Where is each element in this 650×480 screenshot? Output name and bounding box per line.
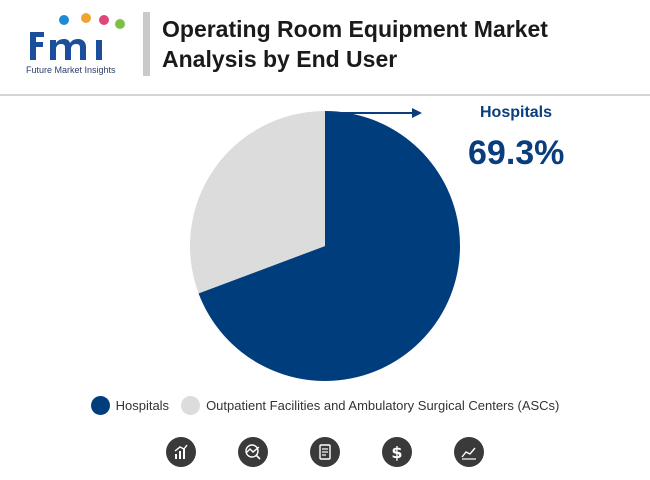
- callout-arrow: [326, 108, 422, 118]
- pie-slice-hospitals[interactable]: [198, 111, 460, 381]
- callout-value: 69.3%: [468, 134, 565, 172]
- legend-item-hospitals[interactable]: Hospitals: [90, 396, 170, 415]
- svg-text:$: $: [391, 443, 402, 461]
- pie-chart: [190, 111, 460, 381]
- bar-chart-icon[interactable]: [166, 437, 196, 467]
- line-chart-icon[interactable]: [454, 437, 484, 467]
- pie-slice-outpatient[interactable]: [190, 111, 325, 294]
- chart-title: Operating Room Equipment Market Analysis…: [162, 16, 548, 72]
- fmi-logo-mark: [30, 13, 125, 60]
- legend-label-outpatient: Outpatient Facilities and Ambulatory Sur…: [206, 398, 560, 413]
- legend: Hospitals Outpatient Facilities and Ambu…: [0, 396, 650, 415]
- globe-trend-icon[interactable]: [238, 437, 268, 467]
- pie-svg: [190, 111, 460, 381]
- header: Future Market Insights Operating Room Eq…: [0, 0, 650, 94]
- legend-swatch-outpatient: [181, 396, 201, 415]
- legend-swatch-hospitals: [90, 396, 110, 415]
- callout-label: Hospitals: [480, 104, 553, 121]
- title-accent-bar: [143, 12, 150, 76]
- legend-label-hospitals: Hospitals: [115, 398, 170, 413]
- fmi-logo[interactable]: Future Market Insights: [24, 12, 132, 78]
- footer-icons: $: [0, 437, 650, 467]
- logo-subtitle: Future Market Insights: [26, 65, 116, 75]
- document-report-icon[interactable]: [310, 437, 340, 467]
- legend-item-outpatient[interactable]: Outpatient Facilities and Ambulatory Sur…: [181, 396, 559, 415]
- dollar-icon[interactable]: $: [382, 437, 412, 467]
- header-divider: [0, 94, 650, 96]
